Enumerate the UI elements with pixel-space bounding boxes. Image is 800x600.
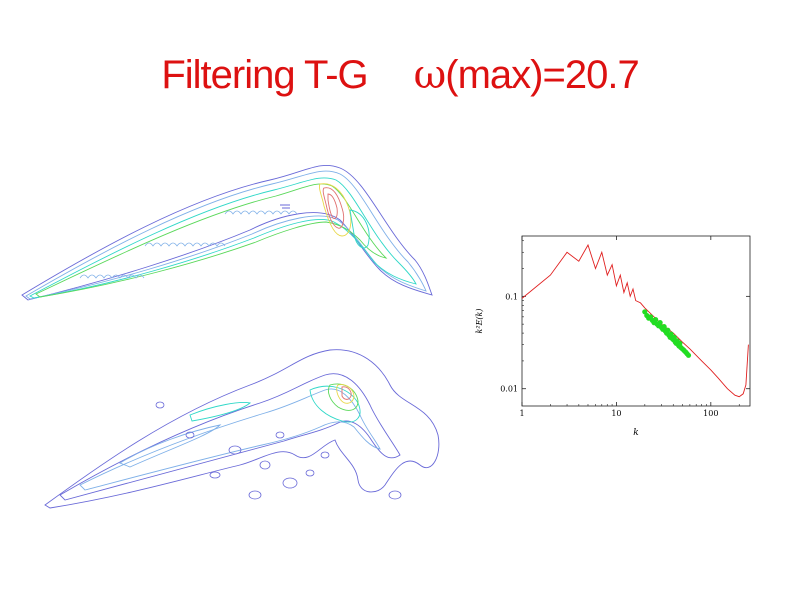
filtered-data-point xyxy=(668,331,674,337)
spectrum-series-line xyxy=(521,243,749,398)
y-axis-ticks: 0.1 0.01 xyxy=(500,240,750,394)
filament-ripples xyxy=(79,210,298,279)
y-tick-label: 0.1 xyxy=(505,292,518,301)
contour-line xyxy=(319,183,352,237)
contour-line xyxy=(322,187,345,229)
contour-line xyxy=(341,386,352,400)
vorticity-contours-filtered xyxy=(44,349,440,509)
filtered-data-point xyxy=(661,324,667,330)
contour-line xyxy=(59,373,401,501)
slide-title: Filtering T-G ω(max)=20.7 xyxy=(0,52,800,98)
title-text: Filtering T-G xyxy=(161,53,368,97)
x-tick-label: 10 xyxy=(611,409,621,418)
x-axis-ticks: 1 10 100 xyxy=(519,236,740,418)
contour-line xyxy=(349,209,370,249)
filtered-data-point xyxy=(665,327,671,333)
contour-line xyxy=(280,204,290,209)
y-tick-label: 0.01 xyxy=(500,385,518,394)
contour-line xyxy=(327,193,338,219)
filtered-data-point xyxy=(677,340,683,346)
contour-line xyxy=(29,177,417,299)
contour-line xyxy=(189,402,252,422)
contour-line xyxy=(44,349,440,509)
vorticity-contours-unfiltered xyxy=(21,164,433,301)
small-vortex-blobs xyxy=(155,401,402,500)
x-axis-label: k xyxy=(633,428,638,438)
energy-spectrum-chart: 1 10 100 0.1 0.01 k k²E(k) xyxy=(475,235,751,438)
contour-line xyxy=(336,384,355,404)
series-layer xyxy=(521,243,749,398)
x-tick-label: 100 xyxy=(703,409,718,418)
contour-line xyxy=(118,424,222,468)
filtered-data-point xyxy=(657,320,663,326)
x-tick-label: 1 xyxy=(519,409,524,418)
contour-line xyxy=(21,164,433,301)
filtered-data-point xyxy=(685,352,692,358)
contour-line xyxy=(79,388,381,491)
filtered-data-point xyxy=(671,334,677,340)
contour-line xyxy=(25,170,427,300)
plot-frame xyxy=(521,235,751,407)
omega-max-value: (max)=20.7 xyxy=(445,53,639,97)
contour-line xyxy=(35,183,388,298)
y-axis-label: k²E(k) xyxy=(475,309,484,334)
omega-symbol: ω xyxy=(413,52,447,98)
filtered-data-point xyxy=(653,317,659,323)
contour-line xyxy=(309,385,361,423)
